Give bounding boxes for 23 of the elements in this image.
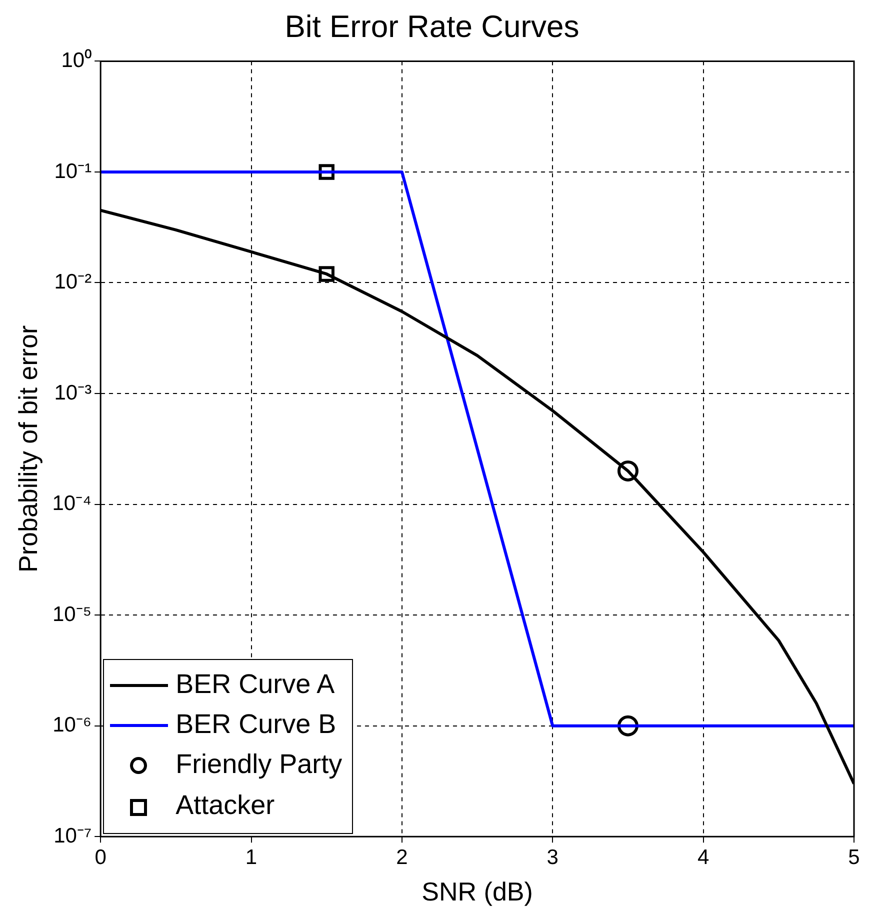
y-tick-label: 10⁻⁷ xyxy=(54,824,92,848)
y-tick-label: 10⁰ xyxy=(61,48,92,72)
y-tick-label: 10⁻³ xyxy=(54,381,92,404)
chart-title: Bit Error Rate Curves xyxy=(284,9,580,44)
y-tick-label: 10⁻⁵ xyxy=(52,602,92,626)
x-tick-label: 5 xyxy=(848,846,860,869)
point xyxy=(617,460,638,482)
y-tick-label: 10⁻² xyxy=(54,270,92,294)
legend-label: BER Curve B xyxy=(176,708,336,739)
x-tick-label: 4 xyxy=(697,846,710,869)
x-tick-label: 2 xyxy=(396,846,408,869)
x-tick-label: 3 xyxy=(546,846,558,869)
legend-label: Attacker xyxy=(176,790,275,820)
x-axis-title: SNR (dB) xyxy=(422,876,533,907)
point xyxy=(318,266,334,282)
x-tick-label: 1 xyxy=(245,846,258,869)
y-axis-title: Probability of bit error xyxy=(12,325,43,572)
x-tick-label: 0 xyxy=(94,846,106,869)
legend-label: Friendly Party xyxy=(176,748,342,779)
y-tick-label: 10⁻¹ xyxy=(54,160,92,183)
y-tick-label: 10⁻⁴ xyxy=(52,492,92,516)
legend-label: BER Curve A xyxy=(176,668,335,699)
y-tick-label: 10⁻⁶ xyxy=(52,714,92,737)
